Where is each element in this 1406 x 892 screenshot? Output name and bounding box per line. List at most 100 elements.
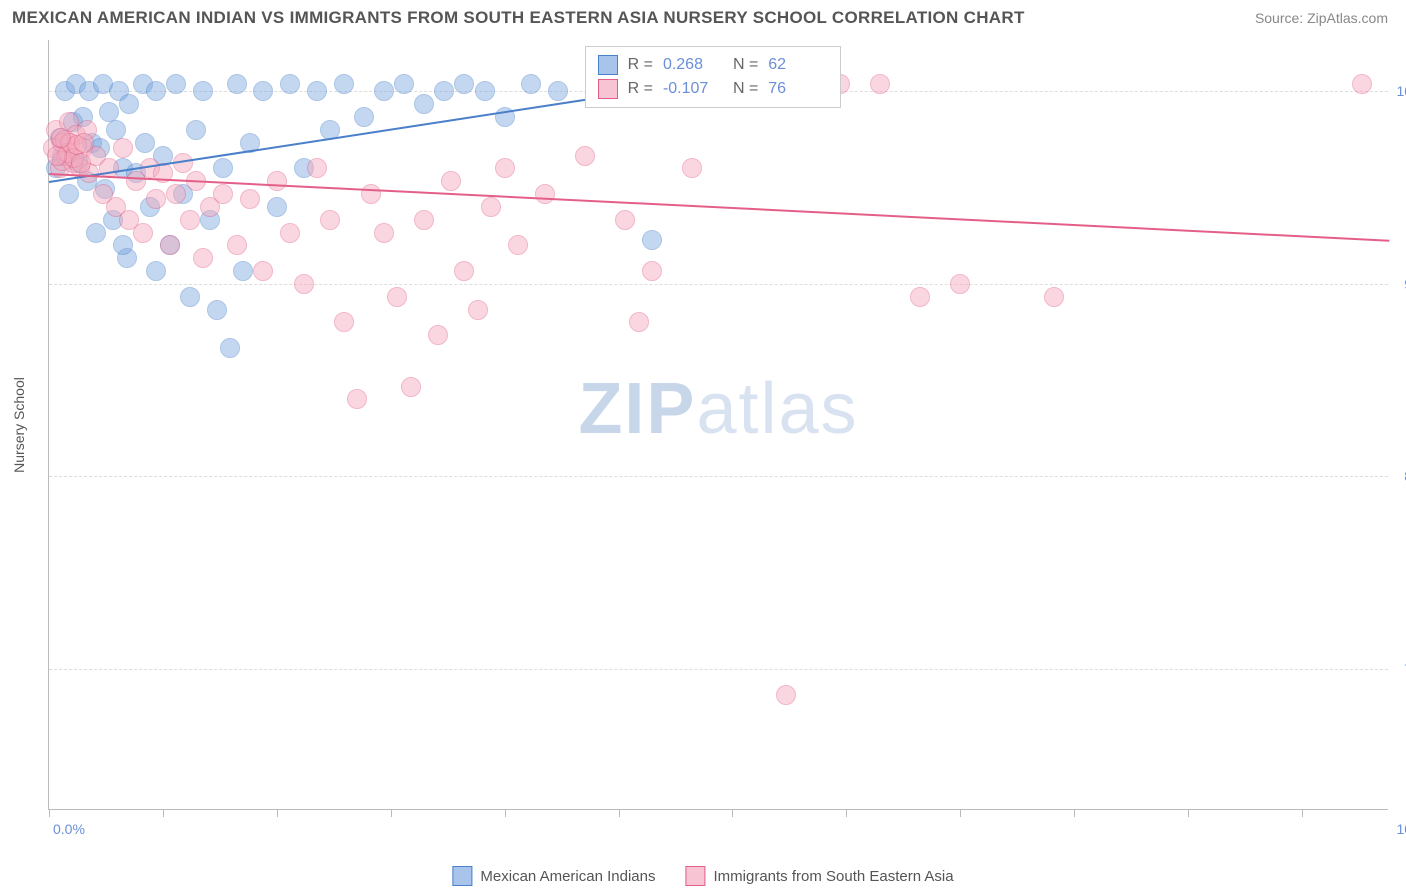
data-point — [253, 261, 273, 281]
data-point — [1352, 74, 1372, 94]
stats-row: R = 0.268 N = 62 — [598, 53, 829, 77]
data-point — [401, 377, 421, 397]
x-tick — [1302, 809, 1303, 817]
data-point — [186, 120, 206, 140]
data-point — [119, 94, 139, 114]
data-point — [193, 81, 213, 101]
x-axis-max-label: 100.0% — [1397, 821, 1406, 837]
r-label: R = — [628, 80, 653, 98]
data-point — [59, 184, 79, 204]
data-point — [950, 274, 970, 294]
data-point — [213, 184, 233, 204]
y-tick-label: 100.0% — [1397, 83, 1406, 99]
data-point — [361, 184, 381, 204]
series-swatch — [598, 55, 618, 75]
data-point — [454, 74, 474, 94]
data-point — [682, 158, 702, 178]
source-attribution: Source: ZipAtlas.com — [1255, 10, 1388, 26]
data-point — [575, 146, 595, 166]
data-point — [74, 133, 94, 153]
data-point — [166, 184, 186, 204]
r-label: R = — [628, 56, 653, 74]
r-value: 0.268 — [663, 56, 723, 74]
data-point — [180, 210, 200, 230]
data-point — [454, 261, 474, 281]
data-point — [227, 235, 247, 255]
gridline — [49, 284, 1388, 285]
data-point — [870, 74, 890, 94]
x-tick — [960, 809, 961, 817]
data-point — [615, 210, 635, 230]
n-label: N = — [733, 80, 758, 98]
data-point — [428, 325, 448, 345]
y-axis-label: Nursery School — [11, 377, 27, 473]
data-point — [267, 171, 287, 191]
data-point — [441, 171, 461, 191]
data-point — [193, 248, 213, 268]
data-point — [307, 81, 327, 101]
data-point — [180, 287, 200, 307]
stats-row: R =-0.107N =76 — [598, 77, 829, 101]
x-axis-min-label: 0.0% — [53, 821, 85, 837]
data-point — [521, 74, 541, 94]
n-value: 62 — [768, 56, 828, 74]
x-tick — [163, 809, 164, 817]
data-point — [508, 235, 528, 255]
data-point — [334, 74, 354, 94]
data-point — [253, 81, 273, 101]
n-label: N = — [733, 56, 758, 74]
data-point — [481, 197, 501, 217]
data-point — [86, 223, 106, 243]
data-point — [776, 685, 796, 705]
data-point — [213, 158, 233, 178]
x-tick — [277, 809, 278, 817]
legend-swatch — [452, 866, 472, 886]
chart-header: MEXICAN AMERICAN INDIAN VS IMMIGRANTS FR… — [0, 0, 1406, 36]
data-point — [207, 300, 227, 320]
data-point — [294, 274, 314, 294]
legend-item: Immigrants from South Eastern Asia — [685, 866, 953, 886]
chart-title: MEXICAN AMERICAN INDIAN VS IMMIGRANTS FR… — [12, 8, 1025, 28]
data-point — [267, 197, 287, 217]
legend-label: Mexican American Indians — [480, 868, 655, 885]
n-value: 76 — [768, 80, 828, 98]
data-point — [47, 146, 67, 166]
x-tick — [505, 809, 506, 817]
series-swatch — [598, 79, 618, 99]
x-tick — [49, 809, 50, 817]
data-point — [414, 210, 434, 230]
data-point — [240, 189, 260, 209]
data-point — [227, 74, 247, 94]
data-point — [160, 235, 180, 255]
data-point — [146, 81, 166, 101]
data-point — [233, 261, 253, 281]
data-point — [495, 158, 515, 178]
data-point — [133, 223, 153, 243]
data-point — [374, 223, 394, 243]
data-point — [280, 223, 300, 243]
gridline — [49, 669, 1388, 670]
data-point — [146, 261, 166, 281]
data-point — [414, 94, 434, 114]
legend-swatch — [685, 866, 705, 886]
data-point — [468, 300, 488, 320]
data-point — [354, 107, 374, 127]
x-tick — [732, 809, 733, 817]
data-point — [71, 153, 91, 173]
x-tick — [1188, 809, 1189, 817]
data-point — [374, 81, 394, 101]
data-point — [166, 74, 186, 94]
data-point — [51, 128, 71, 148]
data-point — [394, 74, 414, 94]
data-point — [642, 230, 662, 250]
gridline — [49, 476, 1388, 477]
legend-item: Mexican American Indians — [452, 866, 655, 886]
data-point — [307, 158, 327, 178]
watermark: ZIPatlas — [578, 368, 858, 450]
data-point — [434, 81, 454, 101]
legend: Mexican American Indians Immigrants from … — [452, 866, 953, 886]
data-point — [280, 74, 300, 94]
x-tick — [391, 809, 392, 817]
data-point — [548, 81, 568, 101]
data-point — [629, 312, 649, 332]
